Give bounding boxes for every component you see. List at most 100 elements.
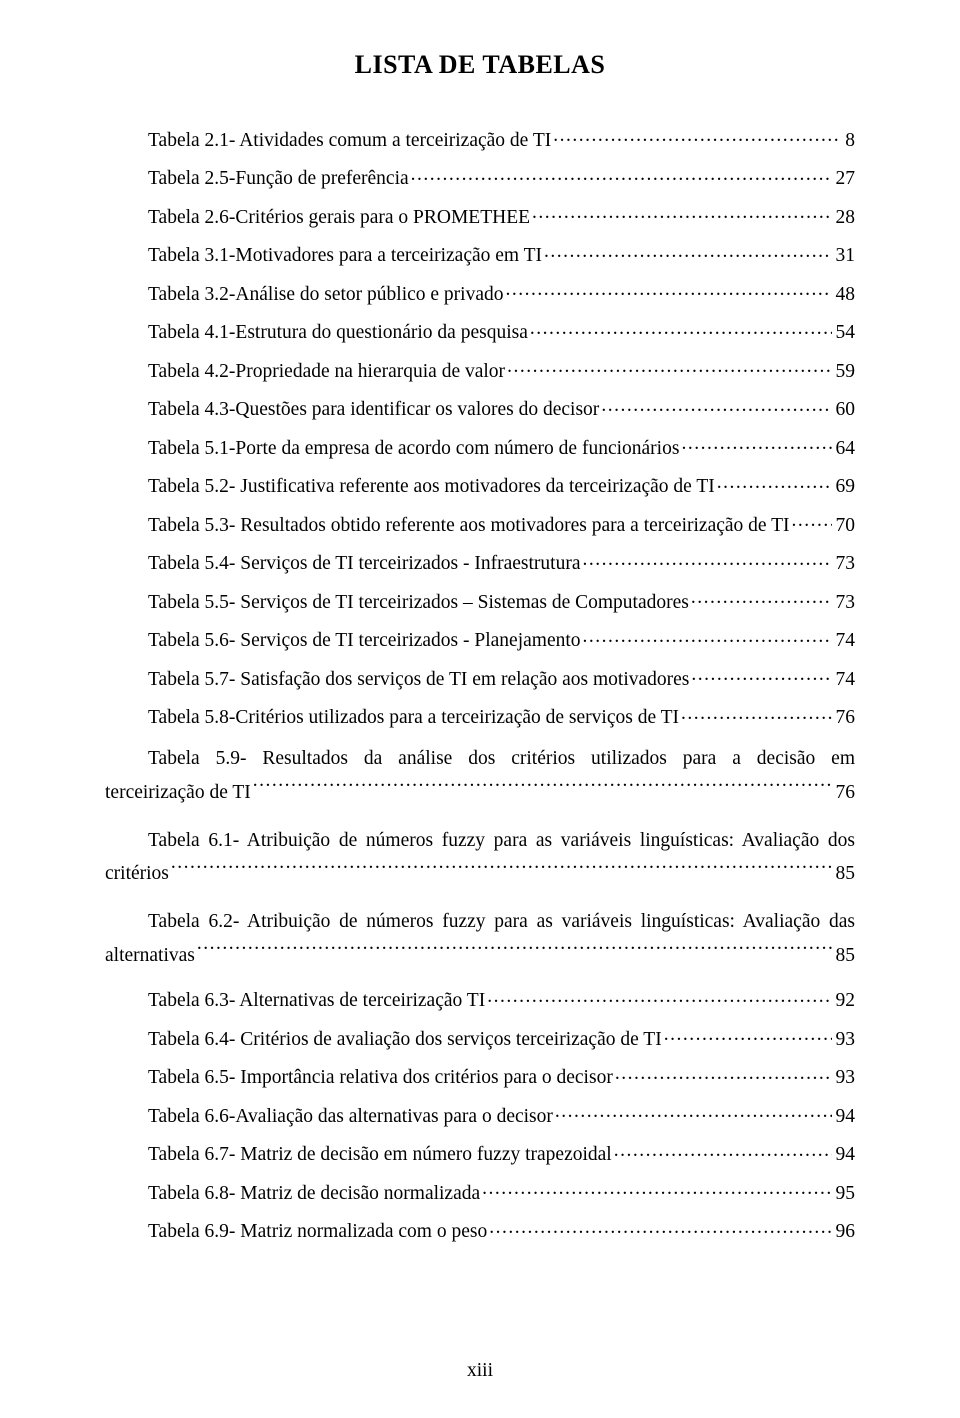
- toc-entry-label-line1: Tabela 6.1- Atribuição de números fuzzy …: [105, 824, 855, 858]
- toc-entry-label: Tabela 5.5- Serviços de TI terceirizados…: [148, 593, 689, 613]
- toc-entry-label: Tabela 6.3- Alternativas de terceirizaçã…: [148, 991, 485, 1011]
- toc-entry-label: Tabela 5.6- Serviços de TI terceirizados…: [148, 631, 581, 651]
- toc-entry-line2: alternativas85: [105, 939, 855, 973]
- toc-entry-label: Tabela 5.8-Critérios utilizados para a t…: [148, 708, 679, 728]
- toc-entry: Tabela 5.8-Critérios utilizados para a t…: [105, 704, 855, 728]
- toc-leader: [583, 550, 832, 570]
- toc-page-number: 60: [834, 400, 856, 420]
- toc-entry: Tabela 5.3- Resultados obtido referente …: [105, 511, 855, 535]
- toc-entry-label-line2: terceirização de TI: [105, 776, 251, 810]
- toc-entry: Tabela 5.4- Serviços de TI terceirizados…: [105, 550, 855, 574]
- toc-entry: Tabela 6.5- Importância relativa dos cri…: [105, 1064, 855, 1088]
- toc-leader: [411, 165, 832, 185]
- toc-page-number: 64: [834, 439, 856, 459]
- toc-leader: [171, 860, 832, 880]
- toc-entry: Tabela 6.7- Matriz de decisão em número …: [105, 1141, 855, 1165]
- page-title: LISTA DE TABELAS: [105, 50, 855, 80]
- toc-entry-label: Tabela 6.7- Matriz de decisão em número …: [148, 1145, 612, 1165]
- toc-page-number: 95: [834, 1184, 856, 1204]
- toc-leader: [583, 627, 832, 647]
- toc-entry: Tabela 3.2-Análise do setor público e pr…: [105, 280, 855, 304]
- toc-entry-label: Tabela 6.6-Avaliação das alternativas pa…: [148, 1107, 553, 1127]
- toc-entry-label: Tabela 5.7- Satisfação dos serviços de T…: [148, 670, 689, 690]
- toc-leader: [681, 434, 831, 454]
- toc-entry: Tabela 3.1-Motivadores para a terceiriza…: [105, 242, 855, 266]
- toc-entry: Tabela 6.6-Avaliação das alternativas pa…: [105, 1102, 855, 1126]
- toc-leader: [691, 588, 832, 608]
- toc-entry: Tabela 2.6-Critérios gerais para o PROME…: [105, 203, 855, 227]
- toc-entry: Tabela 6.1- Atribuição de números fuzzy …: [105, 824, 855, 891]
- toc-entry: Tabela 5.1-Porte da empresa de acordo co…: [105, 434, 855, 458]
- toc-page-number: 28: [834, 208, 856, 228]
- table-of-contents: Tabela 2.1- Atividades comum a terceiriz…: [105, 126, 855, 1242]
- toc-entry-label: Tabela 5.2- Justificativa referente aos …: [148, 477, 715, 497]
- toc-page-number: 92: [834, 991, 856, 1011]
- toc-entry-label: Tabela 6.9- Matriz normalizada com o pes…: [148, 1222, 487, 1242]
- toc-page-number: 96: [834, 1222, 856, 1242]
- toc-entry: Tabela 5.6- Serviços de TI terceirizados…: [105, 627, 855, 651]
- toc-page-number: 48: [834, 285, 856, 305]
- toc-entry-label: Tabela 5.3- Resultados obtido referente …: [148, 516, 790, 536]
- toc-leader: [792, 511, 832, 531]
- toc-page-number: 85: [834, 857, 856, 891]
- toc-entry: Tabela 2.1- Atividades comum a terceiriz…: [105, 126, 855, 150]
- toc-entry-label: Tabela 4.3-Questões para identificar os …: [148, 400, 599, 420]
- toc-page-number: 70: [834, 516, 856, 536]
- toc-page-number: 93: [834, 1068, 856, 1088]
- toc-page-number: 76: [834, 708, 856, 728]
- toc-leader: [681, 704, 831, 724]
- toc-entry-label-line1: Tabela 5.9- Resultados da análise dos cr…: [105, 742, 855, 776]
- toc-entry: Tabela 6.3- Alternativas de terceirizaçã…: [105, 987, 855, 1011]
- toc-entry-label: Tabela 2.5-Função de preferência: [148, 169, 409, 189]
- toc-entry: Tabela 2.5-Função de preferência 27: [105, 165, 855, 189]
- toc-leader: [664, 1025, 832, 1045]
- toc-entry-label: Tabela 2.1- Atividades comum a terceiriz…: [148, 131, 551, 151]
- toc-leader: [553, 126, 841, 146]
- toc-entry-label: Tabela 3.2-Análise do setor público e pr…: [148, 285, 504, 305]
- toc-leader: [717, 473, 832, 493]
- toc-leader: [482, 1179, 831, 1199]
- toc-page-number: 54: [834, 323, 856, 343]
- toc-entry: Tabela 6.4- Critérios de avaliação dos s…: [105, 1025, 855, 1049]
- toc-page-number: 69: [834, 477, 856, 497]
- toc-page-number: 73: [834, 554, 856, 574]
- toc-entry-label: Tabela 6.4- Critérios de avaliação dos s…: [148, 1030, 662, 1050]
- toc-entry: Tabela 5.2- Justificativa referente aos …: [105, 473, 855, 497]
- toc-entry: Tabela 4.3-Questões para identificar os …: [105, 396, 855, 420]
- toc-entry: Tabela 5.7- Satisfação dos serviços de T…: [105, 665, 855, 689]
- toc-page-number: 31: [834, 246, 856, 266]
- toc-leader: [530, 319, 832, 339]
- toc-page-number: 76: [834, 776, 856, 810]
- toc-entry-label: Tabela 5.1-Porte da empresa de acordo co…: [148, 439, 679, 459]
- toc-leader: [253, 778, 832, 798]
- toc-entry-label: Tabela 4.1-Estrutura do questionário da …: [148, 323, 528, 343]
- toc-entry: Tabela 4.2-Propriedade na hierarquia de …: [105, 357, 855, 381]
- toc-leader: [614, 1141, 832, 1161]
- toc-page-number: 59: [834, 362, 856, 382]
- toc-entry-label-line2: alternativas: [105, 939, 195, 973]
- toc-page-number: 27: [834, 169, 856, 189]
- toc-leader: [489, 1218, 831, 1238]
- toc-page-number: 8: [843, 131, 855, 151]
- document-page: LISTA DE TABELAS Tabela 2.1- Atividades …: [0, 0, 960, 1418]
- toc-leader: [544, 242, 831, 262]
- toc-entry: Tabela 6.8- Matriz de decisão normalizad…: [105, 1179, 855, 1203]
- toc-page-number: 93: [834, 1030, 856, 1050]
- toc-leader: [197, 941, 832, 961]
- toc-page-number: 73: [834, 593, 856, 613]
- toc-entry-label-line1: Tabela 6.2- Atribuição de números fuzzy …: [105, 905, 855, 939]
- toc-leader: [601, 396, 831, 416]
- toc-entry: Tabela 6.2- Atribuição de números fuzzy …: [105, 905, 855, 972]
- toc-leader: [487, 987, 831, 1007]
- toc-leader: [555, 1102, 832, 1122]
- toc-entry: Tabela 6.9- Matriz normalizada com o pes…: [105, 1218, 855, 1242]
- toc-page-number: 74: [834, 631, 856, 651]
- toc-entry: Tabela 4.1-Estrutura do questionário da …: [105, 319, 855, 343]
- toc-entry-line2: terceirização de TI 76: [105, 776, 855, 810]
- toc-entry-line2: critérios85: [105, 857, 855, 891]
- toc-page-number: 74: [834, 670, 856, 690]
- toc-entry-label: Tabela 4.2-Propriedade na hierarquia de …: [148, 362, 505, 382]
- toc-leader: [532, 203, 831, 223]
- toc-entry: Tabela 5.9- Resultados da análise dos cr…: [105, 742, 855, 809]
- toc-entry-label: Tabela 6.5- Importância relativa dos cri…: [148, 1068, 613, 1088]
